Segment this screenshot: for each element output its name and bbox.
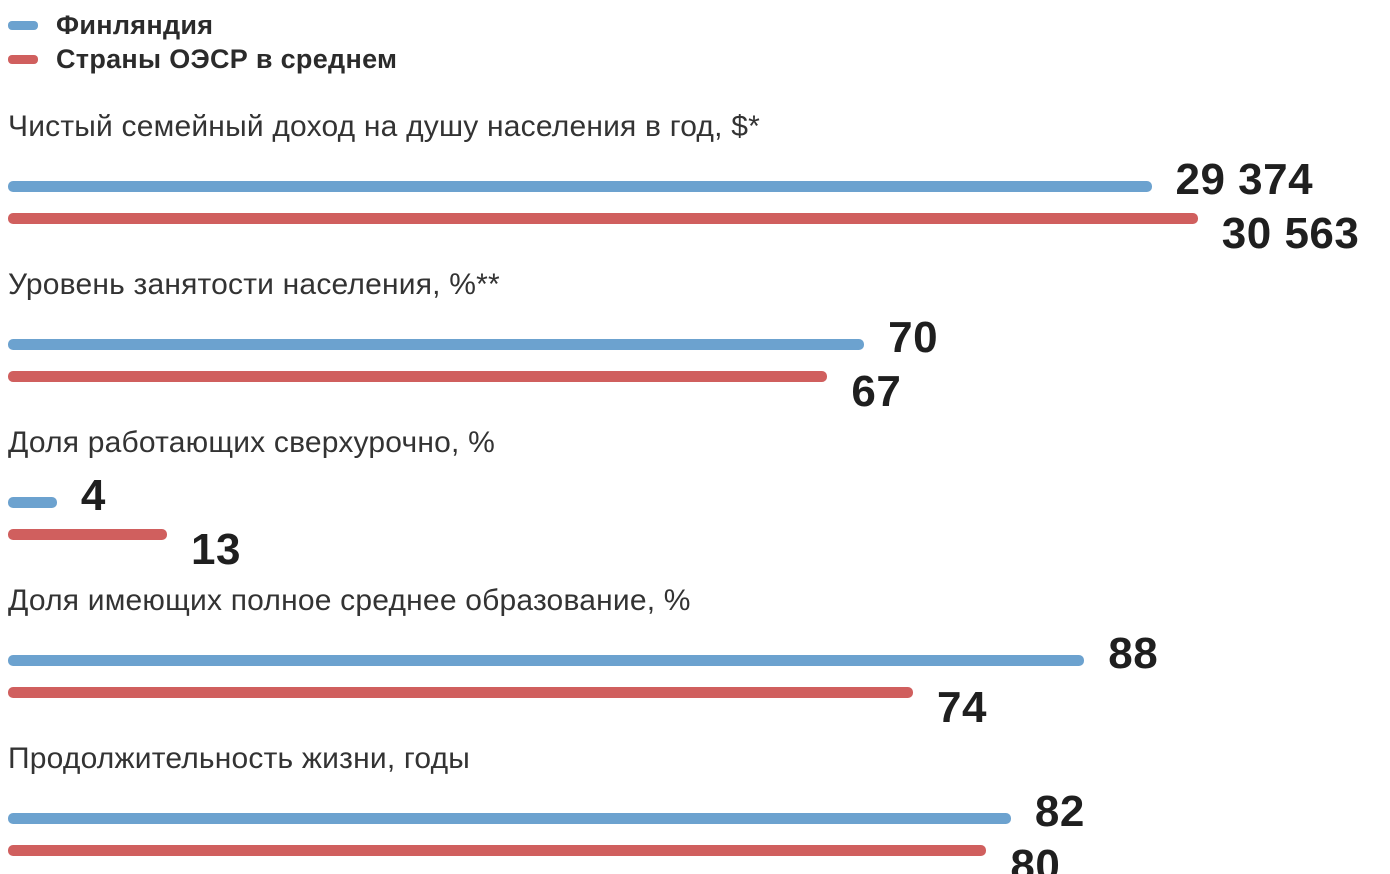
bar-oecd [8, 212, 1198, 224]
metric-label: Чистый семейный доход на душу населения … [8, 110, 760, 143]
bar-oecd [8, 370, 828, 382]
bar-finland [8, 812, 1011, 824]
bar-row-finland: 82 [8, 790, 1390, 834]
value-oecd: 30 563 [1221, 209, 1360, 258]
metric-label: Уровень занятости населения, %** [8, 268, 500, 301]
value-oecd: 67 [851, 367, 902, 416]
bar-row-finland: 29 374 [8, 158, 1390, 202]
metric-bars: 29 374 30 563 [8, 158, 1390, 256]
metric-overtime: Доля работающих сверхурочно, % 4 13 [8, 426, 1390, 572]
bar-finland [8, 180, 1152, 192]
bar-row-finland: 70 [8, 316, 1390, 360]
value-oecd: 74 [937, 683, 987, 732]
bar-oecd [8, 686, 914, 698]
value-oecd: 80 [1010, 841, 1061, 874]
legend-label-oecd: Страны ОЭСР в среднем [56, 43, 398, 74]
bar-row-finland: 4 [8, 474, 1390, 518]
value-finland: 88 [1108, 629, 1159, 678]
value-finland: 29 374 [1175, 155, 1314, 204]
metric-bars: 88 74 [8, 632, 1390, 730]
metric-label: Доля работающих сверхурочно, % [8, 426, 495, 459]
value-finland: 70 [888, 313, 939, 362]
value-finland: 4 [80, 471, 106, 520]
metric-label: Продолжительность жизни, годы [8, 742, 471, 775]
legend-item-finland: Финляндия [8, 8, 1390, 42]
metric-label: Доля имеющих полное среднее образование,… [8, 584, 691, 617]
bar-row-oecd: 74 [8, 676, 1390, 730]
bar-finland [8, 654, 1085, 666]
bar-row-oecd: 30 563 [8, 202, 1390, 256]
bar-row-finland: 88 [8, 632, 1390, 676]
legend-swatch-finland [8, 20, 38, 30]
bar-row-oecd: 67 [8, 360, 1390, 414]
bar-oecd [8, 844, 987, 856]
legend-item-oecd: Страны ОЭСР в среднем [8, 42, 1390, 76]
legend-swatch-oecd [8, 54, 38, 64]
bar-row-oecd: 80 [8, 834, 1390, 874]
bar-oecd [8, 528, 167, 540]
metric-life-expectancy: Продолжительность жизни, годы 82 80 [8, 742, 1390, 874]
metric-bars: 70 67 [8, 316, 1390, 414]
metric-education: Доля имеющих полное среднее образование,… [8, 584, 1390, 730]
metric-employment: Уровень занятости населения, %** 70 67 [8, 268, 1390, 414]
metric-bars: 82 80 [8, 790, 1390, 874]
bar-finland [8, 338, 865, 350]
value-finland: 82 [1034, 787, 1085, 836]
legend-label-finland: Финляндия [56, 9, 214, 40]
value-oecd: 13 [190, 525, 241, 574]
metric-bars: 4 13 [8, 474, 1390, 572]
metric-income: Чистый семейный доход на душу населения … [8, 110, 1390, 256]
bar-finland [8, 496, 57, 508]
legend: Финляндия Страны ОЭСР в среднем [8, 8, 1390, 76]
bar-row-oecd: 13 [8, 518, 1390, 572]
